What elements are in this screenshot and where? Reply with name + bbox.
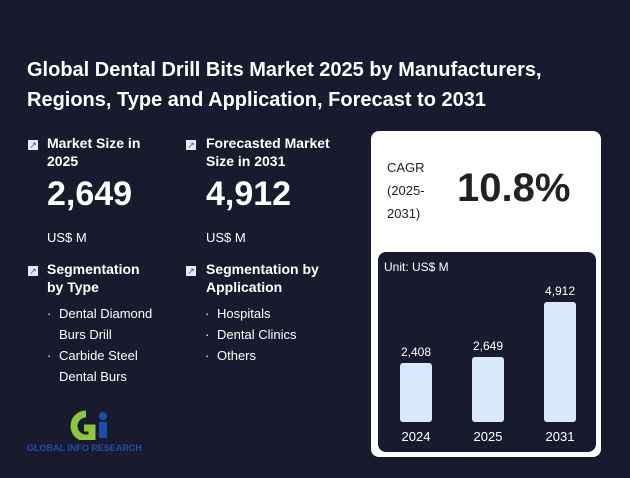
bar-value-label: 2,649 xyxy=(472,339,504,354)
seg-app-item: · Dental Clinics xyxy=(205,327,297,342)
bar-2024 xyxy=(400,363,432,422)
logo-mark xyxy=(66,410,116,442)
logo-text: GLOBAL INFO RESEARCH xyxy=(27,443,142,453)
arrow-icon: ↗ xyxy=(28,266,38,276)
forecast-value: 4,912 xyxy=(206,175,292,213)
bar-chart: Unit: US$ M 2,408 2024 2,649 2025 4,912 2031 xyxy=(378,252,596,452)
bar-2025 xyxy=(472,357,504,422)
seg-type-item: · Dental Diamond Burs Drill xyxy=(47,306,153,342)
x-tick-label: 2031 xyxy=(545,429,575,444)
market-size-label: Market Size in 2025 xyxy=(47,135,141,169)
bar-2031 xyxy=(544,301,576,422)
seg-app-item: · Others xyxy=(205,348,257,363)
cagr-label: CAGR (2025-2031) xyxy=(387,160,425,221)
arrow-icon: ↗ xyxy=(28,140,38,150)
seg-app-item: · Hospitals xyxy=(205,306,271,321)
forecast-label: Forecasted Market Size in 2031 xyxy=(206,135,330,169)
cagr-value: 10.8% xyxy=(457,166,571,210)
market-size-value: 2,649 xyxy=(47,175,133,213)
bar-value-label: 2,408 xyxy=(400,345,432,360)
arrow-icon: ↗ xyxy=(186,266,196,276)
seg-type-label: Segmentation by Type xyxy=(47,261,140,295)
forecast-unit: US$ M xyxy=(206,230,246,245)
chart-unit: Unit: US$ M xyxy=(384,260,449,274)
x-tick-label: 2025 xyxy=(473,429,503,444)
seg-app-label: Segmentation by Application xyxy=(206,261,319,295)
x-tick-label: 2024 xyxy=(401,429,431,444)
page-title: Global Dental Drill Bits Market 2025 by … xyxy=(27,59,542,111)
seg-type-item: · Carbide Steel Dental Burs xyxy=(47,348,138,384)
bar-value-label: 4,912 xyxy=(544,283,576,298)
arrow-icon: ↗ xyxy=(186,140,196,150)
market-size-unit: US$ M xyxy=(47,230,87,245)
